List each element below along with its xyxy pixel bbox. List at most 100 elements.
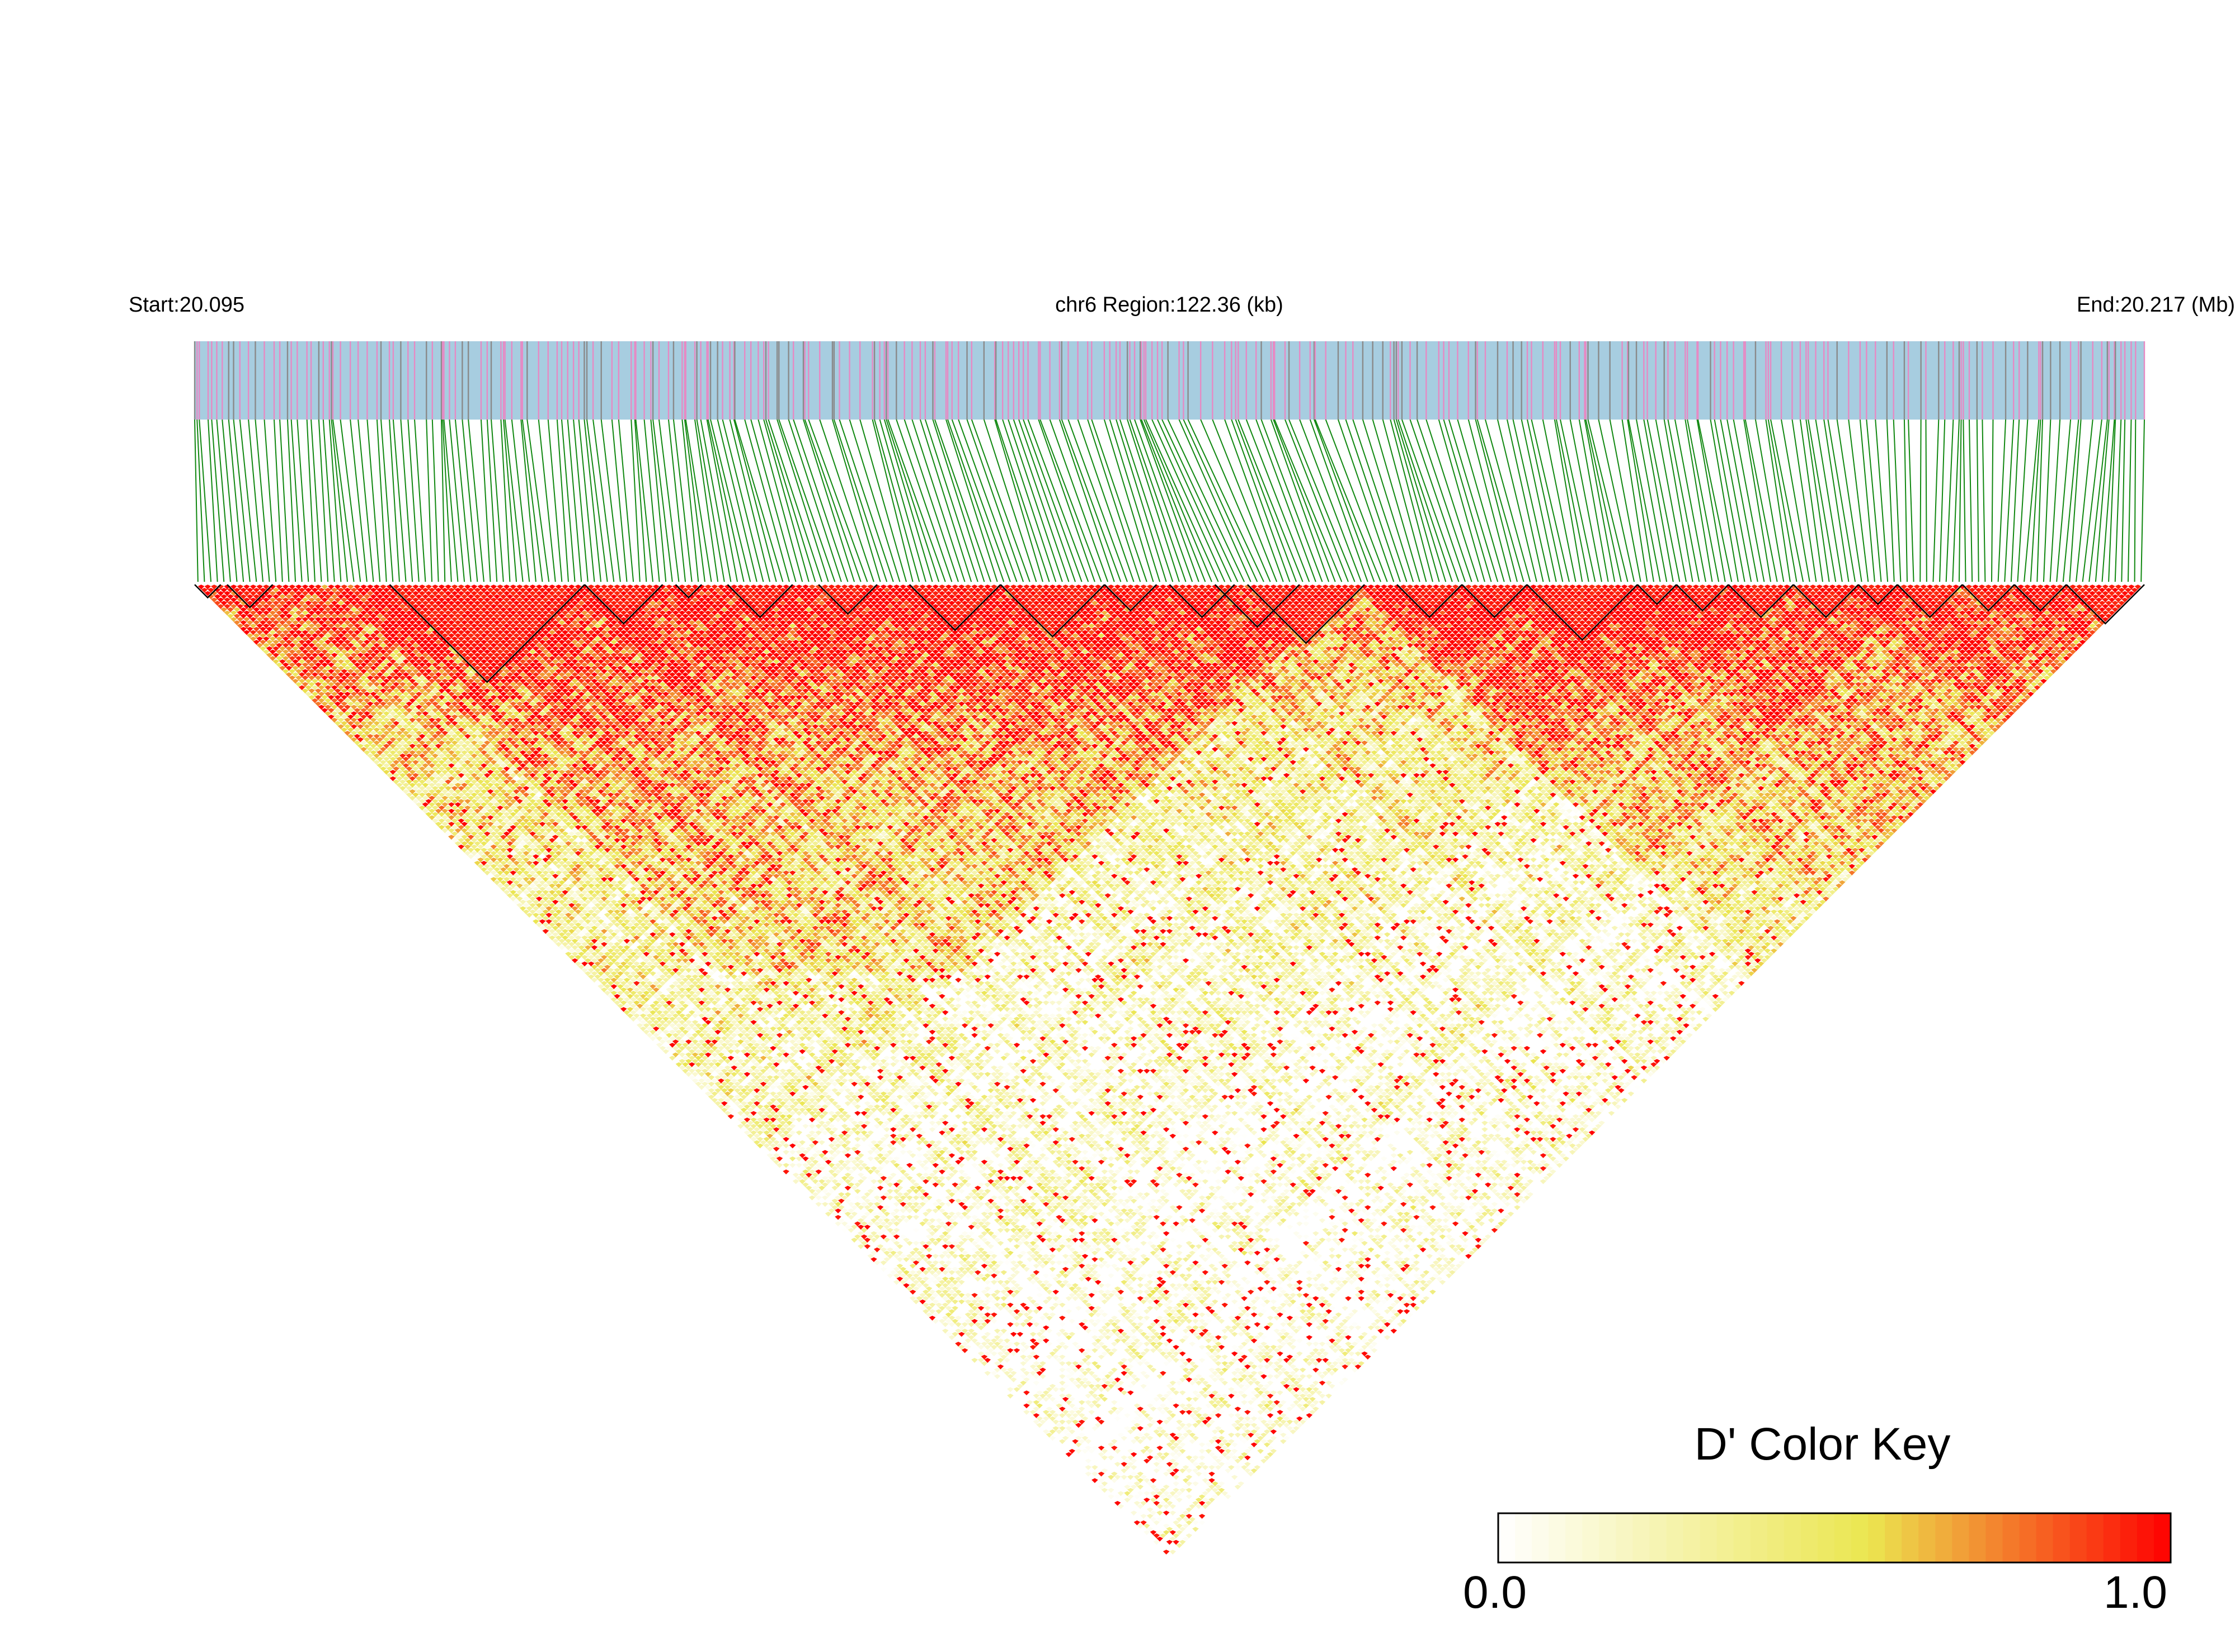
snp-connector bbox=[265, 420, 276, 582]
snp-connector bbox=[912, 420, 964, 582]
snp-connector bbox=[1314, 420, 1374, 582]
snp-connector bbox=[1887, 420, 1894, 582]
snp-connector bbox=[1201, 420, 1270, 582]
snp-connector bbox=[521, 420, 536, 582]
snp-connector bbox=[1933, 420, 1938, 582]
snp-connector bbox=[972, 420, 1030, 582]
snp-connector bbox=[1326, 420, 1387, 582]
snp-connector bbox=[1952, 420, 1959, 582]
snp-connector bbox=[685, 420, 705, 582]
snp-connector bbox=[1426, 420, 1478, 582]
snp-connector bbox=[1088, 420, 1140, 582]
snp-connector bbox=[1273, 420, 1335, 582]
snp-connector bbox=[1168, 420, 1244, 582]
snp-connector bbox=[195, 420, 198, 582]
snp-connector bbox=[1959, 420, 1961, 582]
snp-connector bbox=[1116, 420, 1166, 582]
snp-connector bbox=[1977, 420, 1979, 582]
snp-connector bbox=[557, 420, 568, 582]
snp-connector bbox=[527, 420, 549, 582]
snp-connector bbox=[925, 420, 978, 582]
snp-connector bbox=[2044, 420, 2050, 582]
snp-connector bbox=[1485, 420, 1530, 582]
snp-connector bbox=[1727, 420, 1758, 582]
snp-connector bbox=[291, 420, 302, 582]
snp-connector bbox=[619, 420, 633, 582]
snp-connector bbox=[1946, 420, 1954, 582]
snp-connector bbox=[651, 420, 666, 582]
snp-connector bbox=[2037, 420, 2043, 582]
snp-connector bbox=[920, 420, 971, 582]
snp-connector bbox=[758, 420, 802, 582]
snp-connector bbox=[562, 420, 575, 582]
snp-connector bbox=[1300, 420, 1361, 582]
ld-cell bbox=[1166, 1553, 1173, 1558]
snp-connector bbox=[323, 420, 335, 582]
snp-connector bbox=[1146, 420, 1218, 582]
snp-connector bbox=[455, 420, 471, 582]
snp-connector bbox=[1338, 420, 1394, 582]
snp-connector bbox=[1225, 420, 1283, 582]
snp-connector bbox=[2135, 420, 2136, 582]
snp-connector bbox=[1410, 420, 1465, 582]
snp-connector bbox=[1998, 420, 2006, 582]
snp-connector bbox=[1383, 420, 1427, 582]
snp-connector bbox=[1744, 420, 1771, 582]
snp-connector bbox=[468, 420, 484, 582]
snp-connector bbox=[548, 420, 562, 582]
snp-connector bbox=[358, 420, 373, 582]
snp-connector bbox=[1527, 420, 1563, 582]
snp-connector bbox=[211, 420, 224, 582]
snp-connector bbox=[307, 420, 315, 582]
snp-connector bbox=[1904, 420, 1907, 582]
snp-connector bbox=[1720, 420, 1751, 582]
snp-connector bbox=[1256, 420, 1316, 582]
snp-connector bbox=[1449, 420, 1498, 582]
snp-connector bbox=[1629, 420, 1660, 582]
snp-connector bbox=[1920, 420, 1921, 582]
snp-connector bbox=[1457, 420, 1504, 582]
snp-connector bbox=[2115, 420, 2121, 582]
snp-connector bbox=[1894, 420, 1901, 582]
snp-connector bbox=[730, 420, 770, 582]
snp-connector bbox=[707, 420, 737, 582]
snp-connector bbox=[711, 420, 750, 582]
snp-connector bbox=[1507, 420, 1543, 582]
snp-connector bbox=[288, 420, 295, 582]
snp-connector bbox=[1439, 420, 1485, 582]
snp-connector bbox=[408, 420, 418, 582]
snp-connector bbox=[1969, 420, 1972, 582]
snp-connector bbox=[415, 420, 425, 582]
snp-connector bbox=[217, 420, 230, 582]
snp-connector bbox=[1806, 420, 1829, 582]
ld-heatmap-cells bbox=[198, 585, 2141, 1558]
snp-connector bbox=[2096, 420, 2109, 582]
snp-connector bbox=[1908, 420, 1913, 582]
snp-connector bbox=[255, 420, 269, 582]
snp-connector bbox=[297, 420, 308, 582]
snp-connector bbox=[884, 420, 933, 582]
snp-connector bbox=[1610, 420, 1641, 582]
snp-connector bbox=[779, 420, 835, 582]
snp-connector bbox=[1531, 420, 1569, 582]
snp-connector bbox=[1992, 420, 1993, 582]
snp-connector bbox=[449, 420, 464, 582]
snp-connector bbox=[444, 420, 458, 582]
snp-connector bbox=[2141, 420, 2144, 582]
snp-connector bbox=[248, 420, 263, 582]
snp-connector bbox=[2121, 420, 2125, 582]
snp-connector bbox=[350, 420, 367, 582]
snp-connector bbox=[1289, 420, 1355, 582]
snp-connector-lines bbox=[195, 420, 2144, 582]
snp-connector bbox=[1940, 420, 1945, 582]
snp-connector bbox=[401, 420, 412, 582]
snp-connector bbox=[735, 420, 783, 582]
snp-connector bbox=[539, 420, 556, 582]
snp-connector bbox=[491, 420, 504, 582]
snp-connector bbox=[1656, 420, 1686, 582]
snp-connector bbox=[1860, 420, 1875, 582]
snp-connector bbox=[1394, 420, 1439, 582]
snp-connector bbox=[612, 420, 627, 582]
snp-connector bbox=[1346, 420, 1400, 582]
